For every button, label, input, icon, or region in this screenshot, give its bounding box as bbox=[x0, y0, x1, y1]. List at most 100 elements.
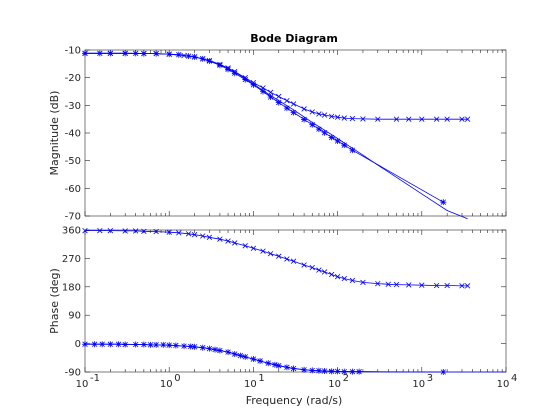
magnitude-y-tick-label: -50 bbox=[65, 156, 81, 167]
x-tick-exponent: 4 bbox=[511, 373, 517, 384]
data-point bbox=[199, 55, 206, 62]
data-point bbox=[181, 343, 188, 350]
data-point bbox=[406, 116, 412, 122]
magnitude-y-axis-label: Magnitude (dB) bbox=[48, 91, 61, 176]
data-point bbox=[341, 275, 347, 282]
data-point bbox=[231, 70, 238, 77]
x-tick-exponent: 1 bbox=[258, 373, 264, 384]
data-point bbox=[107, 50, 114, 57]
x-tick-exponent: -1 bbox=[90, 373, 100, 384]
data-point bbox=[334, 114, 341, 120]
phase-y-tick-label: 90 bbox=[68, 311, 81, 322]
data-point bbox=[341, 115, 347, 121]
data-point bbox=[141, 228, 147, 234]
data-point bbox=[349, 147, 356, 154]
data-point bbox=[200, 233, 206, 239]
data-point bbox=[153, 228, 159, 235]
data-point bbox=[328, 134, 335, 141]
data-point bbox=[419, 282, 425, 288]
data-point bbox=[464, 116, 471, 122]
data-point bbox=[133, 228, 139, 234]
data-point bbox=[334, 274, 341, 280]
data-point bbox=[231, 351, 238, 358]
chart-title: Bode Diagram bbox=[250, 32, 338, 45]
data-point bbox=[341, 368, 348, 375]
data-point bbox=[284, 97, 290, 104]
data-point bbox=[419, 116, 425, 122]
data-point bbox=[191, 232, 198, 238]
data-point bbox=[166, 51, 173, 58]
data-point bbox=[91, 341, 98, 348]
magnitude-y-tick-label: -60 bbox=[65, 184, 81, 195]
data-point bbox=[242, 76, 249, 83]
phase-y-tick-label: 180 bbox=[62, 282, 81, 293]
data-point bbox=[172, 342, 179, 349]
data-point bbox=[122, 341, 129, 348]
data-point bbox=[328, 113, 335, 120]
data-point bbox=[464, 283, 471, 289]
data-point bbox=[206, 345, 213, 352]
data-point bbox=[440, 199, 447, 206]
data-point bbox=[257, 357, 264, 364]
x-tick-label: 10 bbox=[497, 379, 510, 390]
data-point bbox=[459, 116, 465, 122]
data-point bbox=[122, 50, 129, 57]
data-point bbox=[187, 343, 194, 350]
data-point bbox=[309, 121, 316, 128]
phase-plot-area bbox=[82, 227, 506, 375]
data-point bbox=[147, 341, 154, 348]
magnitude-y-tick-label: -20 bbox=[65, 73, 81, 84]
x-tick-exponent: 3 bbox=[427, 373, 433, 384]
data-point bbox=[185, 231, 192, 237]
phase-series-2 bbox=[82, 341, 447, 375]
data-point bbox=[107, 341, 114, 348]
data-point bbox=[242, 243, 248, 249]
data-point bbox=[309, 109, 315, 115]
data-point bbox=[315, 367, 322, 374]
magnitude-y-tick-label: -70 bbox=[65, 212, 81, 223]
data-point bbox=[301, 116, 308, 123]
x-axis-label: Frequency (rad/s) bbox=[246, 394, 343, 407]
data-point bbox=[321, 368, 328, 375]
data-point bbox=[328, 368, 335, 375]
phase-y-tick-label: 270 bbox=[62, 254, 81, 265]
data-point bbox=[153, 341, 160, 348]
data-point bbox=[140, 50, 147, 57]
magnitude-series-2 bbox=[82, 50, 447, 206]
data-point bbox=[166, 342, 173, 349]
data-point bbox=[284, 256, 290, 262]
data-point bbox=[459, 283, 465, 289]
data-point bbox=[250, 81, 257, 88]
data-point bbox=[132, 50, 139, 57]
data-point bbox=[321, 112, 328, 118]
data-point bbox=[321, 269, 328, 275]
phase-y-tick-label: 360 bbox=[62, 226, 81, 237]
x-tick-label: 10 bbox=[328, 379, 341, 390]
data-point bbox=[393, 281, 400, 288]
data-point bbox=[444, 116, 450, 122]
data-point bbox=[267, 94, 274, 101]
data-point bbox=[250, 245, 257, 251]
data-point bbox=[160, 341, 167, 348]
data-point bbox=[328, 271, 335, 278]
data-point bbox=[185, 53, 192, 60]
data-point bbox=[82, 50, 88, 57]
data-point bbox=[349, 277, 356, 284]
data-point bbox=[349, 368, 356, 375]
data-point bbox=[375, 116, 381, 122]
data-point bbox=[433, 282, 440, 289]
phase-series-0 bbox=[82, 227, 471, 289]
x-tick-label: 10 bbox=[412, 379, 425, 390]
data-point bbox=[349, 115, 356, 122]
data-point bbox=[315, 126, 322, 133]
data-point bbox=[290, 258, 297, 264]
data-point bbox=[385, 281, 391, 287]
data-point bbox=[267, 250, 274, 257]
data-point bbox=[225, 66, 232, 73]
data-point bbox=[122, 228, 128, 234]
data-point bbox=[301, 366, 308, 373]
phase-panel: -90 0 90 180 270 360 Phase (deg) bbox=[48, 226, 507, 379]
data-point bbox=[321, 129, 328, 136]
